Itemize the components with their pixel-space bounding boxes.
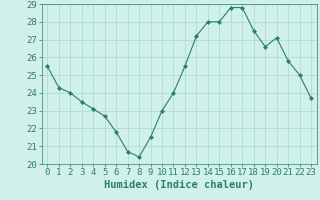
X-axis label: Humidex (Indice chaleur): Humidex (Indice chaleur) [104,180,254,190]
